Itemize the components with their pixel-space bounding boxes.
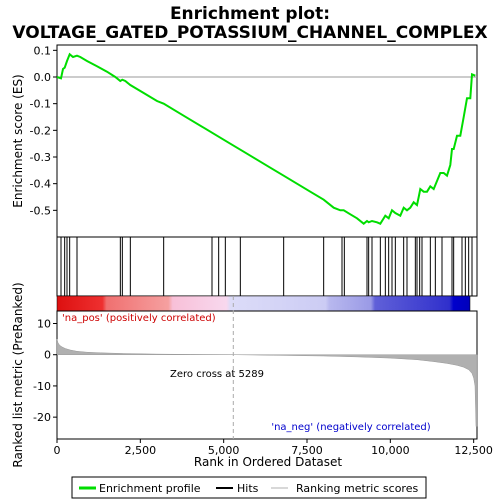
ranked-y-tick-label: -20 bbox=[33, 411, 51, 424]
es-y-tick-label: -0.4 bbox=[30, 178, 51, 191]
chart-title-line1: Enrichment plot: bbox=[170, 4, 330, 24]
neg-label: 'na_neg' (negatively correlated) bbox=[271, 422, 430, 433]
ranked-y-axis-label: Ranked list metric (PreRanked) bbox=[11, 282, 25, 467]
x-tick-label: 0 bbox=[54, 444, 61, 457]
x-tick-label: 7,500 bbox=[291, 444, 323, 457]
es-y-axis: 0.1 0.0 -0.1 -0.2 -0.3 -0.4 -0.5 bbox=[30, 44, 57, 217]
hit-lines bbox=[60, 237, 473, 296]
ranked-heat-bar bbox=[56, 295, 471, 312]
es-y-tick-label: -0.1 bbox=[30, 98, 51, 111]
es-y-tick-label: -0.5 bbox=[30, 204, 51, 217]
es-panel: 0.1 0.0 -0.1 -0.2 -0.3 -0.4 -0.5 Enrichment sc… bbox=[11, 44, 478, 238]
legend: Enrichment profile Hits Ranking metric s… bbox=[71, 476, 427, 499]
es-y-tick-label: -0.3 bbox=[30, 151, 51, 164]
legend-label-hits: Hits bbox=[237, 482, 259, 495]
ranked-panel: 10 0 -10 -20 0 2,500 5,000 7,500 10,000 12,500 '… bbox=[11, 282, 493, 469]
zero-cross-label: Zero cross at 5289 bbox=[170, 369, 264, 380]
x-axis-label: Rank in Ordered Dataset bbox=[194, 455, 342, 469]
ranking-metric-area bbox=[56, 339, 478, 427]
ranked-panel-frame bbox=[56, 310, 478, 440]
chart-title-line2: VOLTAGE_GATED_POTASSIUM_CHANNEL_COMPLEX bbox=[12, 23, 487, 43]
x-tick-label: 10,000 bbox=[371, 444, 410, 457]
ranked-y-tick-label: 10 bbox=[37, 317, 51, 330]
legend-label-ranking: Ranking metric scores bbox=[296, 482, 418, 495]
x-tick-label: 2,500 bbox=[125, 444, 157, 457]
ranked-y-tick-label: -10 bbox=[33, 380, 51, 393]
ranked-x-axis: 0 2,500 5,000 7,500 10,000 12,500 bbox=[54, 439, 493, 457]
es-panel-frame bbox=[56, 44, 478, 238]
legend-box bbox=[71, 476, 427, 499]
x-tick-label: 5,000 bbox=[208, 444, 240, 457]
ranked-y-tick-label: 0 bbox=[44, 349, 51, 362]
ranked-y-axis: 10 0 -10 -20 bbox=[33, 317, 57, 424]
es-y-tick-label: 0.0 bbox=[34, 71, 52, 84]
pos-label: 'na_pos' (positively correlated) bbox=[62, 313, 216, 324]
es-profile-line bbox=[56, 52, 476, 225]
es-y-tick-label: 0.1 bbox=[34, 44, 52, 57]
x-tick-label: 12,500 bbox=[454, 444, 493, 457]
legend-label-enrichment: Enrichment profile bbox=[99, 482, 201, 495]
es-y-axis-label: Enrichment score (ES) bbox=[11, 74, 25, 207]
hits-panel bbox=[56, 236, 478, 297]
es-y-tick-label: -0.2 bbox=[30, 124, 51, 137]
